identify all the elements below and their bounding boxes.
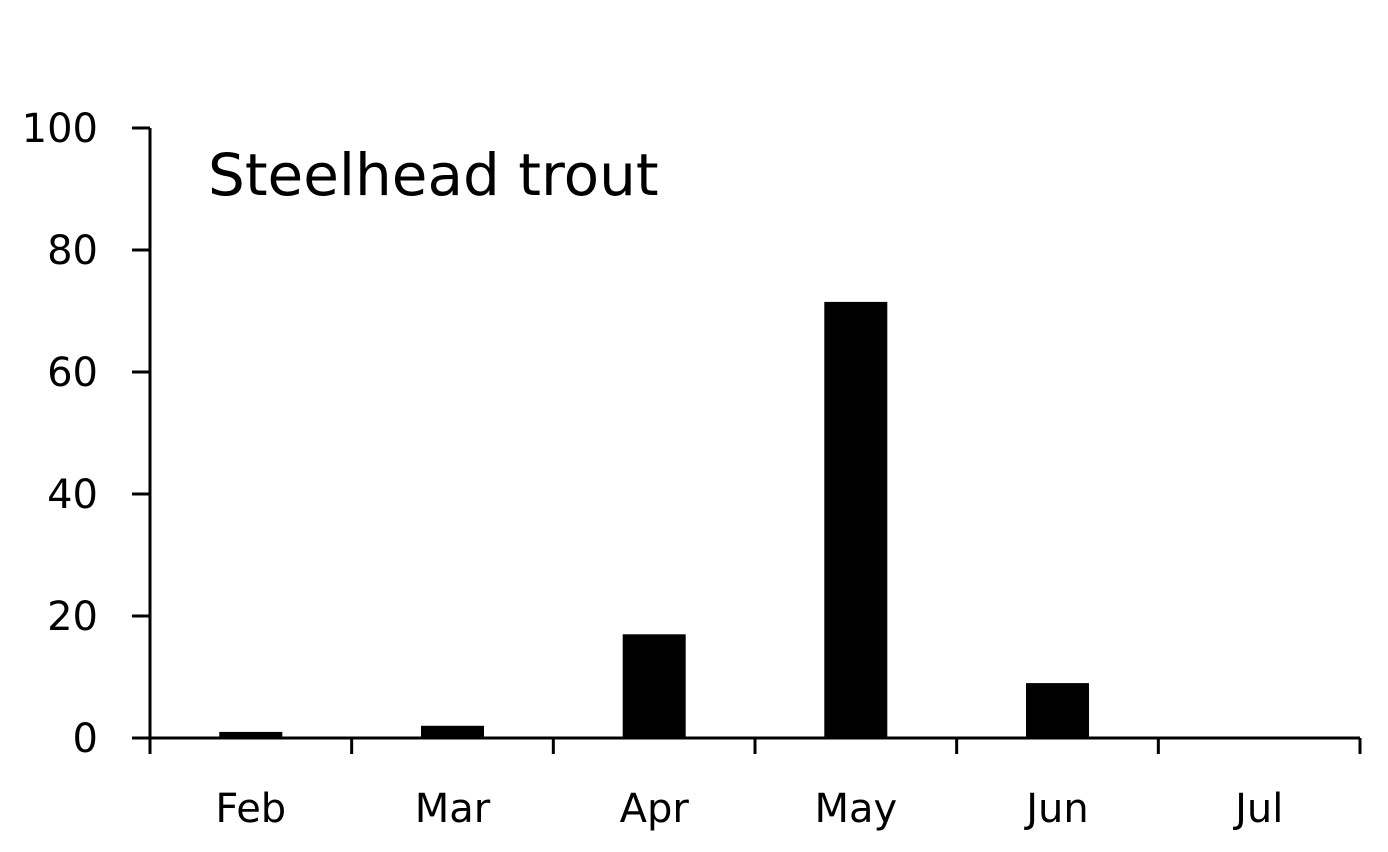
axes-layer <box>132 126 1362 754</box>
bar-apr <box>622 634 686 738</box>
x-tick-label-apr: Apr <box>620 786 690 832</box>
labels-layer: 0 20 40 60 80 100 Feb Mar Apr May Jun Jul <box>22 106 1284 832</box>
y-tick-label-20: 20 <box>47 594 98 640</box>
bar-jun <box>1026 683 1089 738</box>
y-tick-label-0: 0 <box>73 716 98 762</box>
bar-mar <box>421 725 484 738</box>
chart-title: Steelhead trout <box>208 141 659 209</box>
y-tick-label-80: 80 <box>47 228 98 274</box>
x-tick-label-mar: Mar <box>415 786 491 832</box>
x-tick-label-may: May <box>814 786 897 832</box>
y-tick-label-100: 100 <box>22 106 98 152</box>
y-tick-label-60: 60 <box>47 350 98 396</box>
bars-layer <box>219 301 1089 738</box>
x-tick-label-jun: Jun <box>1023 786 1089 832</box>
bar-feb <box>219 731 283 738</box>
y-tick-label-40: 40 <box>47 472 98 518</box>
bar-may <box>824 301 888 738</box>
x-tick-label-feb: Feb <box>215 786 286 832</box>
x-tick-label-jul: Jul <box>1232 786 1283 832</box>
